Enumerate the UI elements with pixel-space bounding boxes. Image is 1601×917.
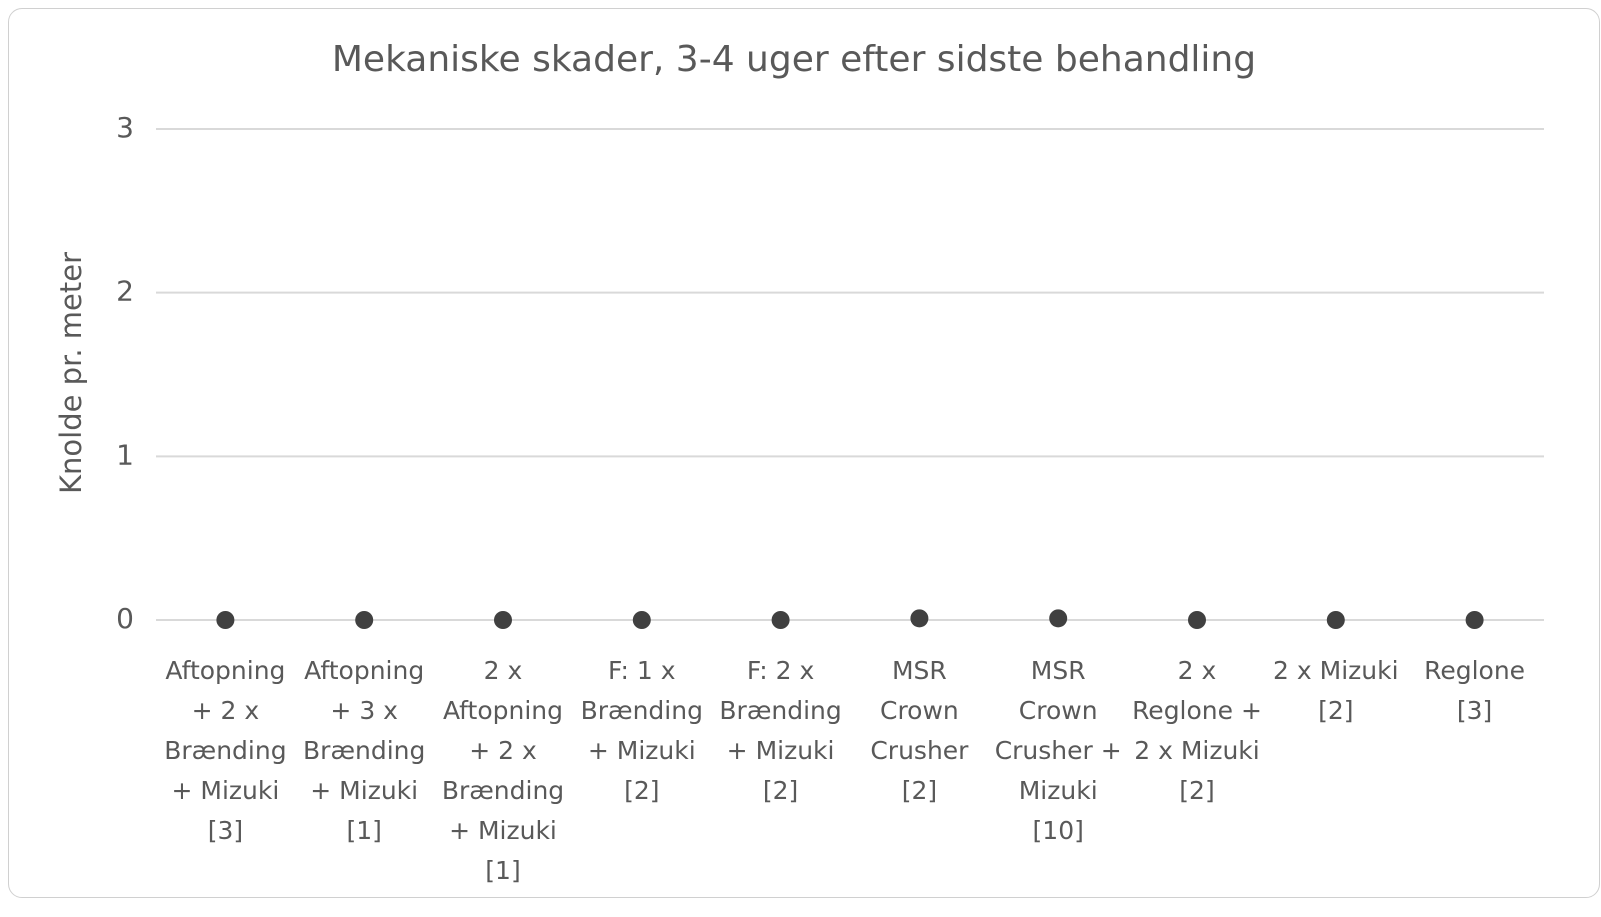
x-tick-label: F: 1 x Brænding + Mizuki [2] bbox=[580, 656, 703, 805]
x-tick-label: 2 x Mizuki [2] bbox=[1273, 656, 1399, 725]
chart-card: Mekaniske skader, 3-4 uger efter sidste … bbox=[8, 8, 1600, 898]
marker bbox=[771, 611, 790, 629]
marker bbox=[1465, 611, 1484, 629]
x-tick-label: MSR Crown Crusher + Mizuki [10] bbox=[994, 656, 1122, 845]
marker bbox=[910, 609, 929, 628]
marker bbox=[1188, 611, 1206, 629]
x-tick-label: 2 x Reglone + 2 x Mizuki [2] bbox=[1132, 656, 1262, 805]
x-tick-label: Aftopning + 3 x Brænding + Mizuki [1] bbox=[303, 656, 426, 845]
x-tick-label: Reglone [3] bbox=[1424, 656, 1526, 725]
y-tick-label: 3 bbox=[116, 111, 134, 144]
marker bbox=[355, 611, 374, 629]
marker bbox=[494, 611, 512, 629]
x-tick-label: MSR Crown Crusher [2] bbox=[870, 656, 969, 805]
y-axis-label: Knolde pr. meter bbox=[54, 252, 88, 494]
marker bbox=[1049, 609, 1068, 628]
x-tick-label: F: 2 x Brænding + Mizuki [2] bbox=[719, 656, 842, 805]
x-tick-label: Aftopning + 2 x Brænding + Mizuki [3] bbox=[164, 656, 287, 845]
y-tick-label: 2 bbox=[116, 275, 134, 308]
marker bbox=[216, 611, 235, 629]
marker bbox=[632, 611, 651, 629]
x-tick-label: 2 x Aftopning + 2 x Brænding + Mizuki [1… bbox=[441, 656, 565, 885]
chart-title: Mekaniske skader, 3-4 uger efter sidste … bbox=[332, 39, 1256, 80]
y-tick-label: 0 bbox=[116, 602, 134, 635]
marker bbox=[1326, 611, 1345, 629]
y-tick-label: 1 bbox=[116, 438, 134, 471]
chart: Mekaniske skader, 3-4 uger efter sidste … bbox=[54, 39, 1544, 635]
